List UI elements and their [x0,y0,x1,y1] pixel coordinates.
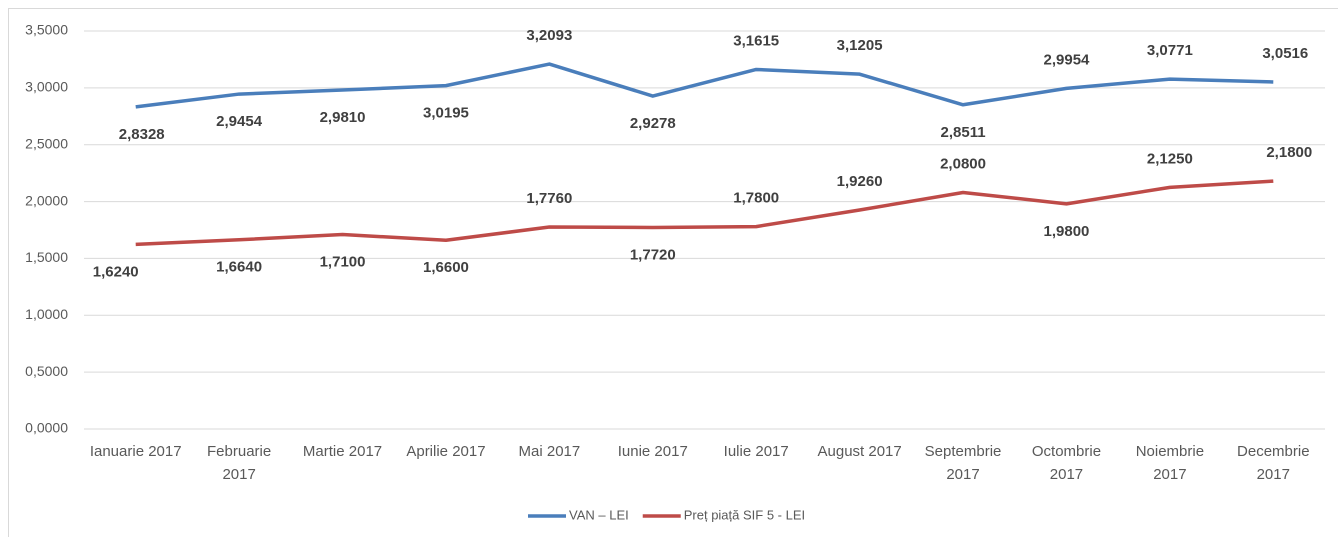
data-label: 1,6640 [216,259,262,276]
data-label: 1,6240 [93,263,139,280]
data-label: 3,0771 [1147,42,1193,59]
data-label: 2,9810 [320,109,366,126]
y-tick-label: 1,0000 [25,306,68,322]
x-tick-label: Decembrie 2017 [1237,443,1310,483]
x-tick-label: Februarie 2017 [207,443,272,483]
x-tick-label: Noiembrie 2017 [1135,443,1205,483]
data-label: 3,0516 [1262,45,1308,62]
x-tick-label: Mai 2017 [518,443,581,460]
y-tick-label: 2,5000 [25,135,68,151]
data-label: 1,7800 [733,190,779,207]
data-label: 2,9278 [630,115,676,132]
data-label: 1,7760 [526,190,572,207]
data-label: 2,9954 [1044,51,1091,68]
data-label: 2,0800 [940,155,986,172]
chart-frame [8,8,1338,537]
data-label: 3,1615 [733,32,779,49]
x-tick-label: Octombrie 2017 [1031,443,1102,483]
data-label: 3,0195 [423,105,469,122]
data-label: 1,7100 [320,254,366,271]
data-label: 1,6600 [423,259,469,276]
data-label: 1,7720 [630,246,676,263]
x-tick-label: Aprilie 2017 [406,443,486,460]
data-label: 3,1205 [837,37,883,54]
data-label: 1,9260 [837,173,883,190]
y-tick-label: 1,5000 [25,249,68,265]
series-line [135,179,1274,247]
x-tick-label: Iulie 2017 [723,443,789,460]
y-tick-label: 3,0000 [25,79,68,95]
legend-label: VAN – LEI [569,507,629,522]
series-line [135,62,1274,109]
y-tick-label: 3,5000 [25,22,68,38]
y-tick-label: 2,0000 [25,192,68,208]
x-tick-label: August 2017 [817,443,902,460]
data-label: 1,9800 [1044,223,1090,240]
y-tick-label: 0,0000 [25,420,68,436]
data-label: 2,8511 [941,124,986,141]
legend-label: Preț piață SIF 5 - LEI [684,507,805,522]
x-tick-label: Septembrie 2017 [924,443,1002,483]
data-label: 2,1800 [1266,144,1312,161]
data-label: 2,8328 [119,126,165,143]
y-tick-label: 0,5000 [25,363,68,379]
x-tick-label: Ianuarie 2017 [89,443,182,460]
x-tick-label: Martie 2017 [302,443,383,460]
data-label: 2,9454 [216,113,263,130]
x-tick-label: Iunie 2017 [617,443,688,460]
data-label: 3,2093 [526,27,572,44]
data-label: 2,1250 [1147,150,1193,167]
